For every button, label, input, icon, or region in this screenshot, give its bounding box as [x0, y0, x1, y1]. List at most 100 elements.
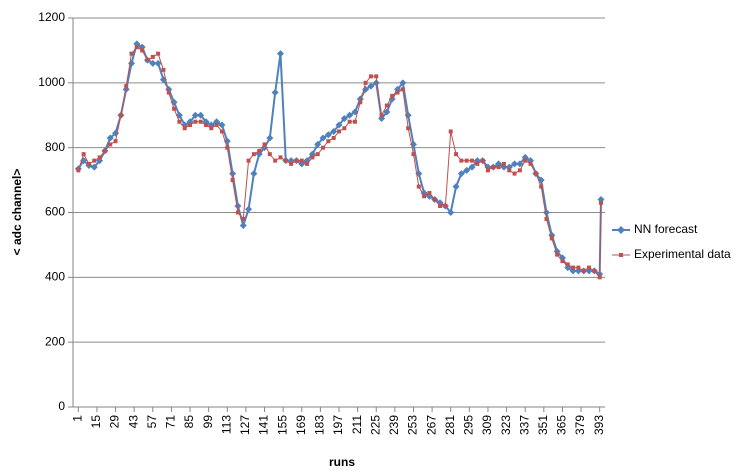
marker [278, 155, 283, 160]
marker [271, 89, 279, 97]
marker [516, 160, 524, 168]
marker [198, 119, 203, 124]
marker [191, 111, 199, 119]
marker [181, 121, 189, 129]
marker [342, 126, 347, 131]
marker [549, 236, 554, 241]
x-tick-label: 253 [406, 415, 420, 435]
marker [321, 145, 326, 150]
series-line [77, 42, 603, 276]
x-tick-label: 127 [238, 415, 252, 435]
x-tick-label: 43 [126, 415, 140, 429]
marker [337, 129, 341, 134]
marker [517, 168, 522, 173]
marker [416, 184, 421, 189]
marker [438, 204, 443, 209]
marker [464, 158, 469, 163]
x-tick-label: 57 [145, 415, 159, 429]
marker [149, 59, 157, 67]
marker [177, 119, 182, 124]
marker [512, 171, 517, 176]
marker [134, 45, 139, 50]
marker [374, 74, 379, 79]
marker [463, 166, 471, 174]
marker [511, 160, 519, 168]
marker [335, 121, 343, 129]
marker [485, 168, 490, 173]
marker [443, 204, 448, 209]
marker [544, 216, 549, 221]
marker [225, 145, 230, 150]
marker [571, 265, 576, 270]
marker [319, 134, 327, 142]
marker [113, 139, 118, 144]
marker [102, 148, 107, 153]
marker [294, 158, 299, 163]
marker [90, 163, 98, 171]
legend-label: NN forecast [634, 222, 698, 236]
marker [229, 170, 237, 178]
y-tick-label: 800 [45, 140, 65, 154]
marker [150, 54, 155, 59]
marker [533, 171, 538, 176]
marker [384, 103, 389, 108]
marker [108, 142, 113, 147]
legend-marker [619, 253, 623, 257]
y-tick-label: 200 [45, 334, 65, 348]
marker [346, 111, 354, 119]
marker [140, 48, 145, 53]
marker [97, 155, 102, 160]
marker [501, 161, 506, 166]
marker [399, 79, 407, 87]
marker [154, 59, 162, 67]
marker [470, 158, 474, 163]
marker [326, 139, 331, 144]
x-tick-label: 85 [182, 415, 196, 429]
marker [257, 148, 262, 153]
marker [448, 129, 453, 134]
marker [340, 114, 348, 122]
x-tick-label: 393 [592, 415, 606, 435]
marker [276, 50, 284, 58]
legend-marker [617, 226, 625, 234]
marker [188, 122, 193, 127]
marker [207, 121, 215, 129]
marker [383, 108, 391, 116]
x-tick-label: 337 [517, 415, 531, 435]
marker [400, 87, 405, 92]
marker [427, 191, 432, 196]
marker [358, 100, 363, 105]
marker [145, 58, 150, 63]
marker [76, 168, 81, 173]
marker [587, 265, 592, 270]
marker [314, 140, 322, 148]
marker [468, 163, 476, 171]
x-tick-label: 225 [368, 415, 382, 435]
y-tick-label: 600 [45, 205, 65, 219]
marker [363, 80, 368, 85]
marker [390, 93, 395, 98]
marker [246, 158, 251, 163]
x-tick-label: 141 [257, 415, 271, 435]
x-tick-label: 281 [443, 415, 457, 435]
marker [124, 84, 129, 89]
marker [447, 209, 455, 216]
marker [454, 152, 459, 157]
marker [539, 184, 544, 189]
x-tick-label: 71 [164, 415, 178, 429]
marker [457, 170, 465, 178]
x-tick-label: 351 [536, 415, 550, 435]
marker [352, 119, 357, 124]
marker [560, 259, 565, 264]
marker [597, 275, 602, 280]
marker [324, 131, 332, 139]
x-tick-label: 379 [573, 415, 587, 435]
x-tick-label: 169 [294, 415, 308, 435]
marker [315, 152, 320, 157]
marker [523, 158, 528, 163]
marker [289, 161, 294, 166]
marker [565, 262, 570, 267]
marker [491, 165, 496, 170]
marker [193, 119, 198, 124]
